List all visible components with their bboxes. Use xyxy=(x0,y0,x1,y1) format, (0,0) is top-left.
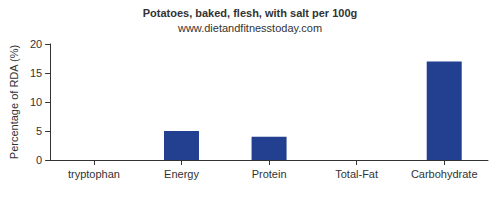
svg-text:0: 0 xyxy=(36,154,42,166)
svg-text:Carbohydrate: Carbohydrate xyxy=(411,168,478,180)
svg-text:tryptophan: tryptophan xyxy=(68,168,120,180)
svg-text:20: 20 xyxy=(30,38,42,50)
svg-text:Protein: Protein xyxy=(252,168,287,180)
svg-text:www.dietandfitnesstoday.com: www.dietandfitnesstoday.com xyxy=(177,22,322,34)
svg-text:15: 15 xyxy=(30,67,42,79)
svg-text:Percentage of RDA (%): Percentage of RDA (%) xyxy=(8,45,20,159)
svg-text:Total-Fat: Total-Fat xyxy=(335,168,378,180)
svg-text:Potatoes, baked, flesh, with s: Potatoes, baked, flesh, with salt per 10… xyxy=(143,7,358,19)
svg-text:5: 5 xyxy=(36,125,42,137)
svg-text:Energy: Energy xyxy=(164,168,199,180)
svg-text:10: 10 xyxy=(30,96,42,108)
